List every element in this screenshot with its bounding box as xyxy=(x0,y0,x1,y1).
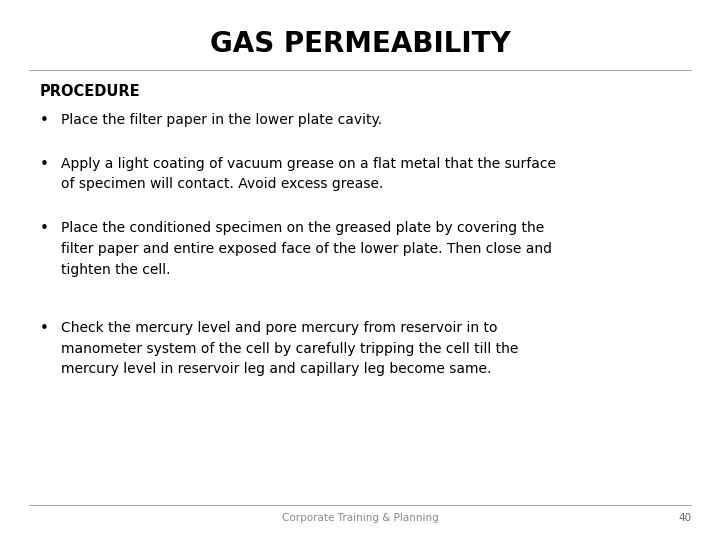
Text: •: • xyxy=(40,321,48,336)
Text: •: • xyxy=(40,157,48,172)
Text: Place the filter paper in the lower plate cavity.: Place the filter paper in the lower plat… xyxy=(61,113,382,127)
Text: •: • xyxy=(40,113,48,129)
Text: Check the mercury level and pore mercury from reservoir in to
manometer system o: Check the mercury level and pore mercury… xyxy=(61,321,518,376)
Text: GAS PERMEABILITY: GAS PERMEABILITY xyxy=(210,30,510,58)
Text: PROCEDURE: PROCEDURE xyxy=(40,84,140,99)
Text: Apply a light coating of vacuum grease on a flat metal that the surface
of speci: Apply a light coating of vacuum grease o… xyxy=(61,157,557,191)
Text: Place the conditioned specimen on the greased plate by covering the
filter paper: Place the conditioned specimen on the gr… xyxy=(61,221,552,276)
Text: •: • xyxy=(40,221,48,237)
Text: 40: 40 xyxy=(678,513,691,523)
Text: Corporate Training & Planning: Corporate Training & Planning xyxy=(282,513,438,523)
